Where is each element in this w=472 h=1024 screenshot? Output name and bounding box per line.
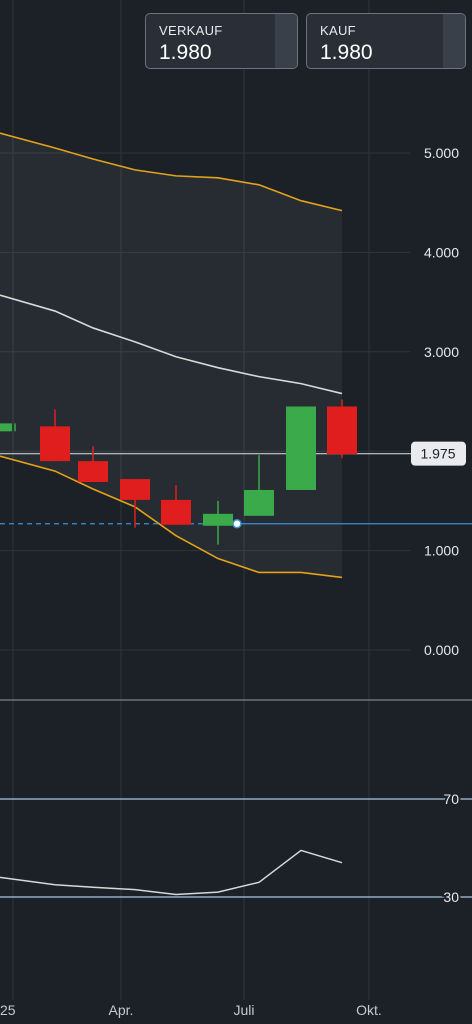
current-price-badge (411, 441, 466, 466)
buy-button-handle (443, 14, 465, 68)
y-tick-label: 0.000 (424, 642, 459, 658)
candle-body (78, 461, 108, 483)
y-tick-label: 5.000 (424, 145, 459, 161)
sell-label: VERKAUF (159, 23, 223, 38)
sell-button[interactable]: VERKAUF 1.980 (145, 13, 298, 69)
y-tick-label: 1.000 (424, 543, 459, 559)
rsi-line (0, 849, 343, 896)
x-tick-label: 25 (0, 1002, 16, 1018)
candle-body (286, 406, 316, 490)
candlestick-series (0, 399, 357, 545)
candle-body (327, 406, 357, 455)
candle-body (161, 499, 191, 525)
y-tick-label: 3.000 (424, 344, 459, 360)
upper-band-line (0, 132, 343, 212)
x-tick-label: Apr. (109, 1002, 134, 1018)
reference-marker (232, 519, 242, 529)
y-tick-label: 4.000 (424, 244, 459, 260)
sell-button-handle (275, 14, 297, 68)
buy-price: 1.980 (320, 41, 373, 64)
buy-label: KAUF (320, 23, 356, 38)
x-tick-label: Juli (233, 1002, 254, 1018)
candle-body (244, 489, 274, 516)
current-price-label: 1.975 (420, 446, 455, 462)
candle-body (203, 513, 233, 526)
sell-price: 1.980 (159, 41, 212, 64)
rsi-panel: 70 30 (0, 789, 472, 907)
rsi-level-label: 70 (443, 791, 459, 807)
middle-band-line (0, 294, 343, 395)
candle-body (0, 423, 12, 432)
lower-band-line (0, 455, 343, 579)
candle-body (120, 479, 150, 500)
axis-labels: 0.0001.0002.0003.0004.0005.0001.97525Apr… (0, 145, 472, 1018)
rsi-level-label: 30 (443, 889, 459, 905)
x-tick-label: Okt. (356, 1002, 382, 1018)
candle-body (40, 426, 70, 462)
buy-button[interactable]: KAUF 1.980 (306, 13, 466, 69)
